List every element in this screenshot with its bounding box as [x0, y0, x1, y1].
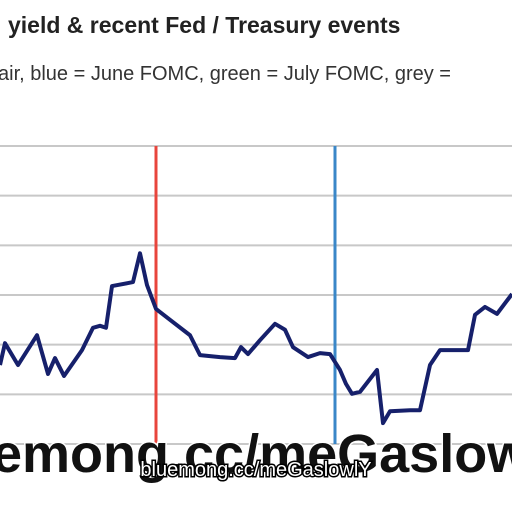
- watermark-small: bluemong.cc/meGaslowlY: [140, 459, 371, 481]
- data-line: [0, 251, 512, 426]
- chart-title: yield & recent Fed / Treasury events: [8, 12, 400, 38]
- chart-subtitle: air, blue = June FOMC, green = July FOMC…: [0, 63, 451, 85]
- watermark: emong.cc/meGaslow: [0, 424, 512, 484]
